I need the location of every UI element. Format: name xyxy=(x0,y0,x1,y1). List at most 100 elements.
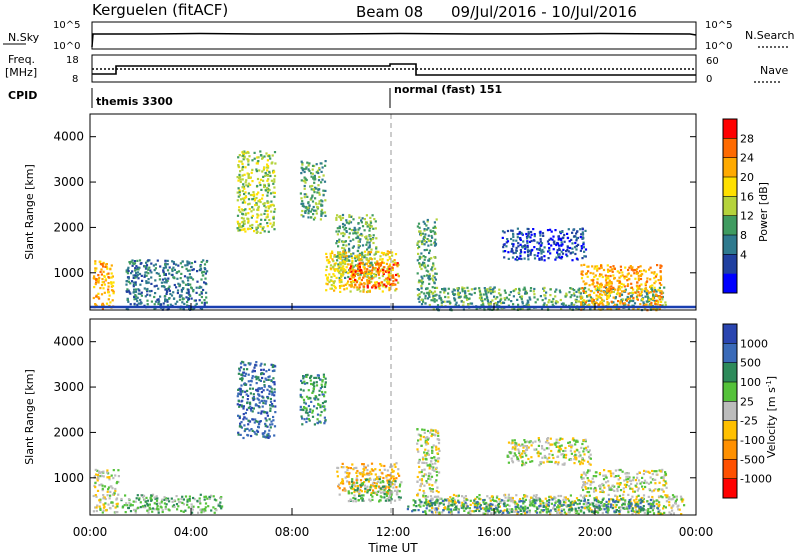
data-cell xyxy=(146,294,148,296)
data-cell xyxy=(344,270,346,272)
data-cell xyxy=(658,495,660,497)
data-cell xyxy=(541,447,543,449)
data-cell xyxy=(469,510,471,512)
data-cell xyxy=(166,499,168,501)
data-cell xyxy=(429,487,431,489)
data-cell xyxy=(149,507,151,509)
data-cell xyxy=(365,244,367,246)
data-cell xyxy=(561,241,563,243)
data-cell xyxy=(551,301,553,303)
data-cell xyxy=(315,377,317,379)
data-cell xyxy=(556,252,558,254)
data-cell xyxy=(102,281,104,283)
data-cell xyxy=(124,494,126,496)
data-cell xyxy=(339,252,341,254)
data-cell xyxy=(621,286,623,288)
data-cell xyxy=(99,287,101,289)
data-cell xyxy=(515,508,517,510)
data-cell xyxy=(328,262,330,264)
data-cell xyxy=(164,502,166,504)
data-cell xyxy=(527,255,529,257)
data-cell xyxy=(582,243,584,245)
data-cell xyxy=(139,259,141,261)
data-cell xyxy=(135,272,137,274)
data-cell xyxy=(247,164,249,166)
data-cell xyxy=(262,433,264,435)
data-cell xyxy=(129,282,131,284)
data-cell xyxy=(641,273,643,275)
data-cell xyxy=(192,290,194,292)
data-cell xyxy=(640,270,642,272)
data-cell xyxy=(369,242,371,244)
data-cell xyxy=(420,252,422,254)
data-cell xyxy=(392,487,394,489)
data-cell xyxy=(474,288,476,290)
data-cell xyxy=(348,472,350,474)
data-cell xyxy=(584,230,586,232)
data-cell xyxy=(273,224,275,226)
data-cell xyxy=(104,292,106,294)
data-cell xyxy=(435,279,437,281)
data-cell xyxy=(579,463,581,465)
data-cell xyxy=(331,258,333,260)
data-cell xyxy=(392,267,394,269)
data-cell xyxy=(133,291,135,293)
data-cell xyxy=(258,405,260,407)
data-cell xyxy=(399,485,401,487)
data-cell xyxy=(369,500,371,502)
data-cell xyxy=(273,178,275,180)
data-cell xyxy=(377,251,379,253)
data-cell xyxy=(601,294,603,296)
data-cell xyxy=(422,301,424,303)
data-cell xyxy=(255,227,257,229)
data-cell xyxy=(241,377,243,379)
data-cell xyxy=(129,262,131,264)
data-cell xyxy=(256,378,258,380)
data-cell xyxy=(239,170,241,172)
data-cell xyxy=(371,272,373,274)
data-cell xyxy=(555,461,557,463)
data-cell xyxy=(260,214,262,216)
data-cell xyxy=(242,155,244,157)
data-cell xyxy=(387,277,389,279)
data-cell xyxy=(246,218,248,220)
data-cell xyxy=(136,497,138,499)
data-cell xyxy=(564,450,566,452)
data-cell xyxy=(418,466,420,468)
data-cell xyxy=(357,250,359,252)
data-cell xyxy=(469,507,471,509)
data-cell xyxy=(422,458,424,460)
data-cell xyxy=(144,287,146,289)
data-cell xyxy=(429,432,431,434)
data-cell xyxy=(256,216,258,218)
data-cell xyxy=(302,215,304,217)
data-cell xyxy=(629,298,631,300)
data-cell xyxy=(596,281,598,283)
data-cell xyxy=(345,252,347,254)
data-cell xyxy=(427,292,429,294)
data-cell xyxy=(418,262,420,264)
data-cell xyxy=(264,210,266,212)
data-cell xyxy=(648,269,650,271)
data-cell xyxy=(366,478,368,480)
data-cell xyxy=(161,499,163,501)
data-cell xyxy=(431,463,433,465)
data-cell xyxy=(434,434,436,436)
data-cell xyxy=(512,499,514,501)
data-cell xyxy=(451,513,453,515)
data-cell xyxy=(527,258,529,260)
data-cell xyxy=(400,481,402,483)
data-cell xyxy=(515,249,517,251)
data-cell xyxy=(559,291,561,293)
data-cell xyxy=(156,497,158,499)
data-cell xyxy=(571,303,573,305)
data-cell xyxy=(358,256,360,258)
data-cell xyxy=(317,418,319,420)
data-cell xyxy=(495,302,497,304)
data-cell xyxy=(362,225,364,227)
data-cell xyxy=(350,467,352,469)
data-cell xyxy=(242,178,244,180)
data-cell xyxy=(337,270,339,272)
data-cell xyxy=(172,501,174,503)
data-cell xyxy=(578,300,580,302)
